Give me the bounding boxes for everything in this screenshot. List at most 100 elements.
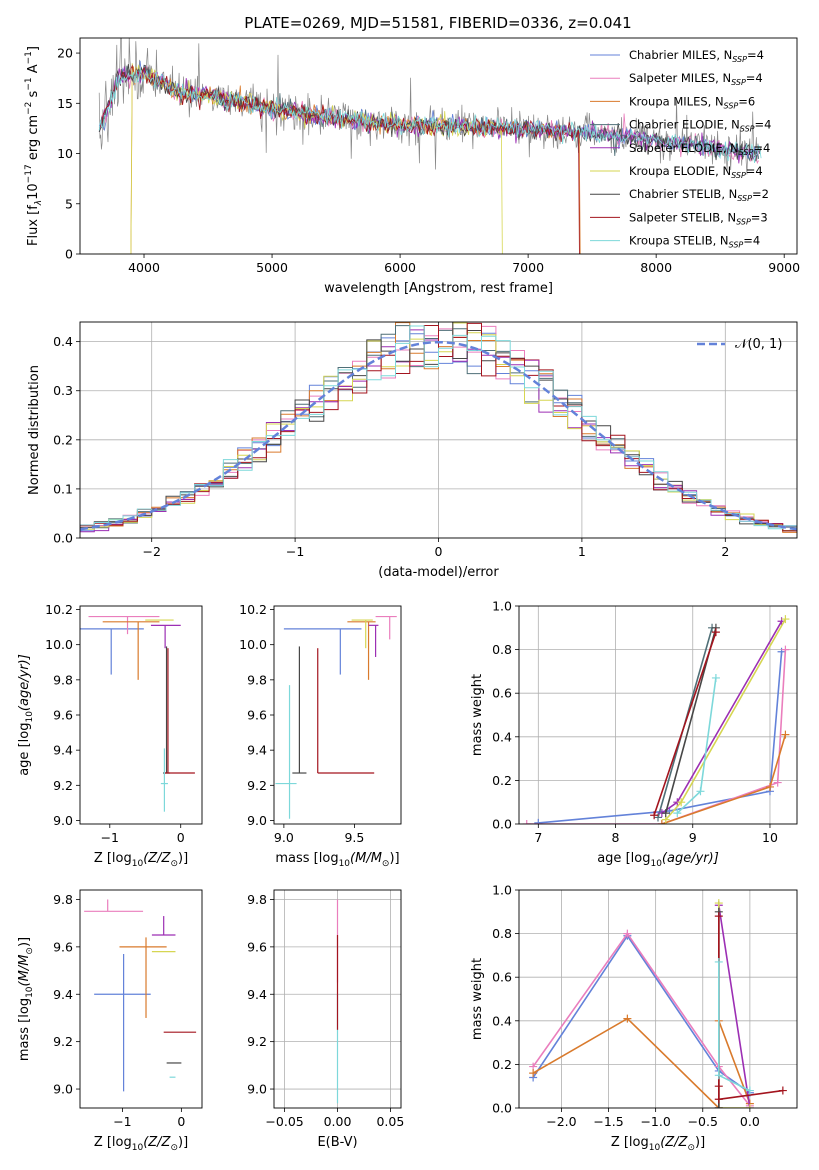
weight-marker: [623, 929, 632, 938]
axes-frame: [273, 605, 402, 825]
weight-marker: [714, 1104, 723, 1108]
weight-marker: [714, 957, 723, 966]
y-axis-label: mass [log10(M/M⊙)]: [17, 937, 35, 1061]
y-tick-label: 9.0: [247, 813, 267, 828]
legend-entry: Kroupa MILES, NSSP=6: [629, 94, 755, 110]
y-tick-label: 10.0: [45, 637, 73, 652]
x-tick-label: 4000: [128, 260, 160, 275]
weight-marker: [745, 1086, 754, 1095]
y-tick-label: 9.8: [53, 892, 73, 907]
panel-age-vs-Z: −1 0 9.0 9.2 9.4 9.6 9.8 10.0 10.2 Z [log10(Z/Z⊙)…: [17, 602, 203, 869]
x-axis-label: (data-model)/error: [378, 565, 499, 580]
legend-entry: Chabrier MILES, NSSP=4: [629, 48, 764, 64]
x-tick-label: 1: [578, 544, 586, 559]
y-tick-label: 10: [57, 146, 73, 161]
weight-marker: [745, 1104, 754, 1108]
x-tick-label: −1: [101, 830, 119, 845]
y-tick-label: 9.0: [53, 1082, 73, 1097]
y-tick-label: 0.0: [53, 531, 73, 546]
y-tick-label: 9.2: [53, 1034, 73, 1049]
y-tick-label: 9.0: [247, 1082, 267, 1097]
y-tick-label: 9.4: [247, 743, 267, 758]
weight-marker: [781, 615, 790, 624]
legend-entry: Chabrier ELODIE, NSSP=4: [629, 118, 771, 134]
x-tick-label: −1: [113, 1114, 131, 1129]
x-tick-label: −2.0: [546, 1114, 576, 1129]
panel-mass-vs-EBV: −0.05 0.00 0.05 9.0 9.2 9.4 9.6 9.8 E(B-V): [247, 889, 404, 1150]
panel-weight-vs-age: 7 8 9 10 0.0 0.2 0.4 0.6 0.8 1.0 age [log10(age/yr…: [470, 599, 798, 869]
weight-line-2: [532, 1017, 751, 1108]
y-tick-label: 9.6: [247, 708, 267, 723]
y-tick-label: 15: [57, 96, 73, 111]
y-tick-label: 0.2: [492, 1057, 512, 1072]
panel-age-vs-mass: 9.0 9.5 9.0 9.2 9.4 9.6 9.8 10.0 10.2 mass [log10…: [239, 602, 402, 869]
y-tick-label: 0.6: [492, 686, 512, 701]
axes-frame: [79, 889, 203, 1109]
y-tick-label: 0.4: [492, 729, 512, 744]
y-tick-label: 0.3: [53, 383, 73, 398]
axes-frame: [518, 605, 798, 825]
y-axis-label: mass weight: [470, 958, 485, 1040]
y-axis-label: mass weight: [470, 674, 485, 756]
weight-marker: [781, 645, 790, 654]
plot-area-weight-vs-Z: [519, 890, 797, 1108]
weight-marker: [714, 899, 723, 908]
x-tick-label: −2: [142, 544, 160, 559]
gaussian-curve: [80, 340, 797, 531]
y-tick-label: 0.2: [492, 773, 512, 788]
weight-marker: [778, 1086, 787, 1095]
weight-marker: [661, 809, 670, 818]
axes-frame: [518, 889, 798, 1109]
axes-frame: [273, 889, 402, 1109]
y-tick-label: 0.0: [492, 817, 512, 832]
legend-entry: Salpeter ELODIE, NSSP=4: [629, 141, 770, 157]
weight-marker: [534, 818, 543, 824]
plot-area-mass-vs-EBV: [274, 890, 401, 1108]
x-tick-label: 0: [435, 544, 443, 559]
panel-mass-vs-Z: −1 0 9.0 9.2 9.4 9.6 9.8 Z [log10(Z/Z⊙)] mass [l…: [17, 889, 203, 1153]
x-tick-label: 2: [721, 544, 729, 559]
y-tick-label: 10.2: [239, 602, 267, 617]
axes-frame: [79, 605, 203, 825]
weight-marker: [650, 811, 659, 820]
x-tick-label: −0.5: [688, 1114, 718, 1129]
x-tick-label: 0: [177, 830, 185, 845]
y-tick-label: 9.6: [247, 939, 267, 954]
residual-histogram-8: [80, 325, 797, 530]
y-tick-label: 10.2: [45, 602, 73, 617]
panels: 4000 5000 6000 7000 8000 900005101520waveleng…: [17, 37, 800, 1153]
x-axis-label: Z [log10(Z/Z⊙)]: [94, 1135, 188, 1153]
legend-entry: Kroupa STELIB, NSSP=4: [629, 234, 760, 250]
legend-entry: Salpeter MILES, NSSP=4: [629, 71, 763, 87]
x-tick-label: 8000: [640, 260, 672, 275]
y-tick-label: 9.8: [53, 672, 73, 687]
y-tick-label: 9.2: [53, 778, 73, 793]
weight-marker: [714, 1095, 723, 1104]
legend-entry: Salpeter STELIB, NSSP=3: [629, 210, 768, 226]
x-tick-label: 6000: [384, 260, 416, 275]
weight-marker: [522, 820, 531, 824]
model-spectrum-line: [98, 64, 580, 254]
y-tick-label: 0.4: [492, 1013, 512, 1028]
x-tick-label: 7: [534, 830, 542, 845]
x-tick-label: 0: [177, 1114, 185, 1129]
weight-marker: [711, 673, 720, 682]
axes-frame: [79, 321, 798, 539]
weight-marker: [623, 1014, 632, 1023]
y-tick-label: 1.0: [492, 599, 512, 614]
plot-area-age-vs-Z: [80, 615, 195, 812]
x-tick-label: 10: [762, 830, 778, 845]
x-tick-label: 0.0: [740, 1114, 760, 1129]
plot-area-residuals: [80, 322, 797, 538]
plot-area-age-vs-mass: [275, 615, 397, 819]
x-tick-label: 0.00: [324, 1114, 352, 1129]
x-tick-label: 9.5: [344, 830, 364, 845]
x-tick-label: 9.0: [274, 830, 294, 845]
y-tick-label: 9.8: [247, 672, 267, 687]
legend-entry: 𝒩(0, 1): [735, 337, 782, 352]
y-axis-label: age [log10(age/yr)]: [17, 654, 35, 776]
weight-marker: [529, 1069, 538, 1078]
y-tick-label: 10.0: [239, 637, 267, 652]
